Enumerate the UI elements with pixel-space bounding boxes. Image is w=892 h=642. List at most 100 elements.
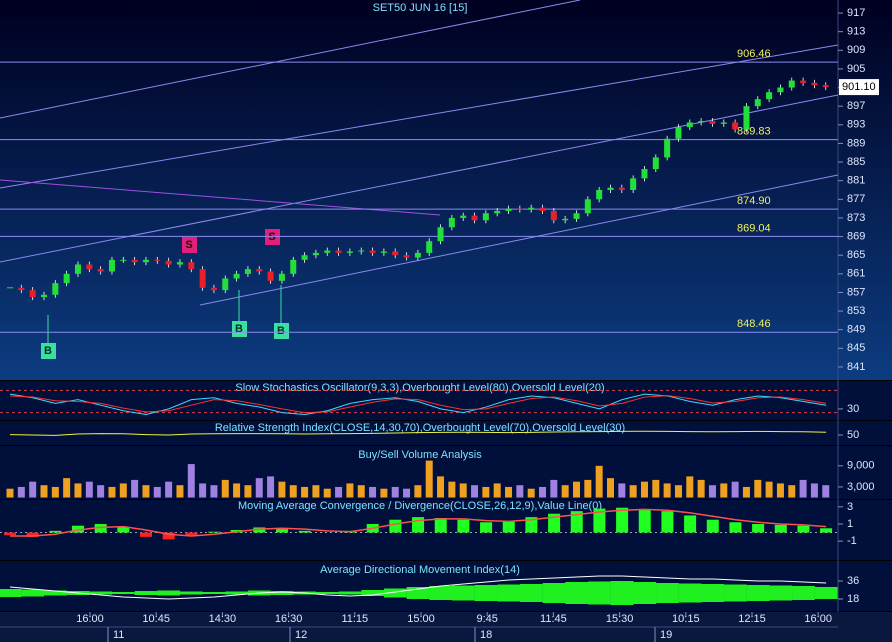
dmi-band xyxy=(633,582,657,604)
volume-bar xyxy=(74,483,82,498)
panel-title: Moving Average Convergence / Divergence(… xyxy=(238,500,602,512)
volume-bar xyxy=(244,485,252,498)
stoch-k xyxy=(9,393,827,415)
macd-bar xyxy=(389,519,402,533)
volume-bar xyxy=(165,481,173,498)
x-tick-label: 15:00 xyxy=(407,613,435,625)
signal-box xyxy=(232,321,247,337)
volume-bar xyxy=(720,483,728,498)
candle xyxy=(301,255,308,260)
macd-bar xyxy=(162,532,175,540)
volume-bar xyxy=(267,476,275,498)
y-tick-label: 849 xyxy=(847,324,865,336)
macd-bar xyxy=(797,525,810,533)
x-tick-label: 14:30 xyxy=(209,613,237,625)
candle xyxy=(641,169,648,179)
y-tick-label: 877 xyxy=(847,193,865,205)
volume-bar xyxy=(335,486,343,498)
candle xyxy=(86,264,93,270)
candle xyxy=(732,122,739,130)
macd-bar xyxy=(684,515,697,533)
macd-bar xyxy=(661,511,674,533)
volume-bar xyxy=(210,485,218,498)
y-tick-label: 857 xyxy=(847,286,865,298)
x-tick-label: 10:15 xyxy=(672,613,700,625)
volume-bar xyxy=(391,486,399,498)
candle xyxy=(290,259,297,274)
dmi-band xyxy=(21,589,45,597)
last-price-label: 901.10 xyxy=(842,81,876,93)
level-label: 848.46 xyxy=(737,318,771,330)
x-tick-label: 15:30 xyxy=(606,613,634,625)
macd-bar xyxy=(706,519,719,533)
y-tick-label: 845 xyxy=(847,342,865,354)
y-tick-label: 905 xyxy=(847,63,865,75)
macd-bar xyxy=(774,524,787,533)
y-tick-label: 885 xyxy=(847,156,865,168)
last-price-box xyxy=(839,79,879,96)
volume-bar xyxy=(346,483,354,498)
volume-bar xyxy=(539,486,547,498)
dmi-band xyxy=(315,592,339,594)
dmi-band xyxy=(520,584,543,602)
date-label: 18 xyxy=(480,629,492,641)
candle xyxy=(698,121,705,123)
volume-bar xyxy=(697,479,705,498)
y-tick-label: 36 xyxy=(847,575,859,587)
candle xyxy=(494,210,501,214)
candle xyxy=(550,210,557,221)
x-tick-label: 11:15 xyxy=(341,613,368,625)
candle xyxy=(256,269,263,272)
volume-bar xyxy=(437,476,445,498)
candle xyxy=(278,273,285,281)
dmi-band xyxy=(769,585,793,601)
volume-bar xyxy=(448,481,456,498)
chart-title: SET50 JUN 16 [15] xyxy=(373,2,468,14)
y-tick-label: 881 xyxy=(847,175,865,187)
macd-bar xyxy=(26,532,39,537)
rsi-panel xyxy=(0,421,892,445)
macd-bar xyxy=(434,518,447,533)
candle xyxy=(437,227,444,242)
volume-bar xyxy=(255,478,263,498)
volume-bar xyxy=(301,486,309,498)
volume-bar xyxy=(6,488,14,498)
volume-bar xyxy=(119,483,127,498)
trendlines xyxy=(0,0,839,306)
dmi-band xyxy=(678,583,702,603)
y-tick-label: 3 xyxy=(847,501,853,513)
macd-bar xyxy=(412,517,425,533)
y-tick-label: 30 xyxy=(847,403,859,415)
dmi-band xyxy=(429,586,453,600)
dmi-band xyxy=(270,591,294,595)
dmi-band xyxy=(701,584,725,602)
dmi-band xyxy=(452,585,475,601)
candle xyxy=(618,187,625,190)
y-tick-label: 897 xyxy=(847,100,865,112)
candle xyxy=(176,262,183,265)
volume-bar xyxy=(40,485,48,498)
volume-bar xyxy=(505,486,513,498)
volume-bar xyxy=(459,483,467,498)
volume-bar xyxy=(471,485,479,498)
volume-bar xyxy=(584,479,592,498)
main-panel xyxy=(0,0,892,380)
volume-bar xyxy=(595,465,603,498)
macd-bar xyxy=(820,528,833,533)
signal-box xyxy=(265,229,280,245)
volume-bar xyxy=(357,485,365,498)
y-tick-label: 869 xyxy=(847,230,865,242)
macd-bar xyxy=(525,517,538,533)
panel-title: Slow Stochastics Oscillator(9,3,3),Overb… xyxy=(235,382,604,394)
dmi-band xyxy=(202,592,226,594)
candle xyxy=(720,122,727,124)
volume-bar xyxy=(573,481,580,498)
y-tick-label: 9,000 xyxy=(847,460,875,472)
volume-bar xyxy=(493,483,501,498)
macd-bar xyxy=(140,532,153,537)
macd-bar xyxy=(208,531,221,533)
dmi-band xyxy=(134,591,158,595)
macd-bar xyxy=(502,521,515,533)
x-tick-label: 16:00 xyxy=(804,613,832,625)
